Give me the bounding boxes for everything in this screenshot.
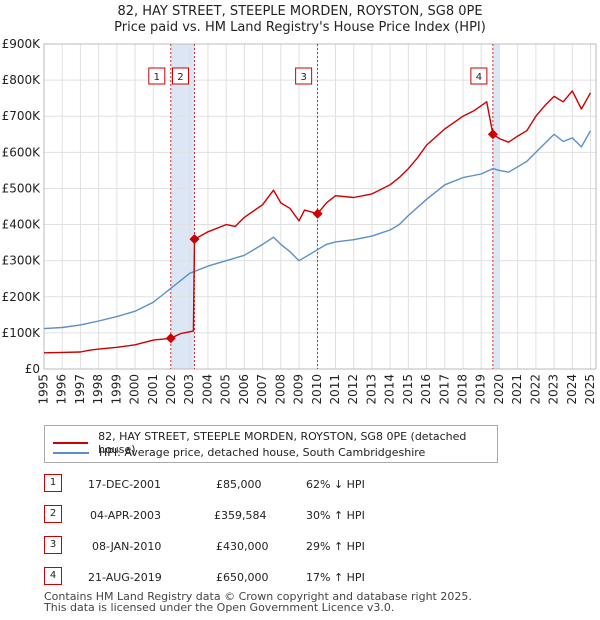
x-tick-label: 2001 (146, 374, 160, 405)
x-tick-label: 2023 (547, 374, 561, 405)
shaded-range (170, 44, 195, 369)
x-tick-label: 2008 (273, 374, 287, 405)
y-tick-label: £900K (2, 37, 42, 51)
x-tick-label: 2003 (182, 374, 196, 405)
sale-number-box (295, 67, 313, 85)
footer-licence: This data is licensed under the Open Gov… (44, 601, 395, 614)
x-tick-label: 2007 (255, 374, 269, 405)
sale-price: £650,000 (216, 571, 269, 584)
sale-hpi-diff: 62% ↓ HPI (306, 478, 365, 491)
shaded-range (492, 44, 500, 369)
x-tick-label: 2005 (219, 374, 233, 405)
sale-badge: 3 (44, 536, 62, 554)
chart-title: 82, HAY STREET, STEEPLE MORDEN, ROYSTON,… (117, 4, 483, 19)
sale-point (487, 129, 498, 140)
x-tick-label: 1995 (37, 374, 51, 405)
sale-number-box (171, 67, 189, 85)
sale-hpi-diff: 29% ↑ HPI (306, 540, 365, 553)
x-tick-label: 2006 (237, 374, 251, 405)
x-tick-label: 2025 (583, 374, 597, 405)
x-tick-label: 2021 (510, 374, 524, 405)
sale-row: 2 04-APR-2003 £359,584 30% ↑ HPI (44, 505, 464, 525)
sale-price: £85,000 (216, 478, 262, 491)
legend-swatch-price (53, 442, 89, 444)
y-tick-label: £600K (2, 145, 42, 159)
sale-row: 4 21-AUG-2019 £650,000 17% ↑ HPI (44, 567, 464, 587)
x-tick-label: 1999 (109, 374, 123, 405)
footer-copyright: Contains HM Land Registry data © Crown c… (44, 590, 472, 603)
y-tick-label: £400K (2, 218, 42, 232)
x-tick-label: 1998 (91, 374, 105, 405)
y-tick-label: £100K (2, 326, 42, 340)
x-tick-label: 2018 (456, 374, 470, 405)
plot-area (44, 44, 596, 369)
x-tick-label: 2014 (383, 374, 397, 405)
series-line-hpi (43, 130, 592, 330)
sale-date: 08-JAN-2010 (92, 540, 162, 553)
legend-label-hpi: HPI: Average price, detached house, Sout… (99, 446, 426, 459)
y-tick-label: £300K (2, 254, 42, 268)
x-tick-label: 2020 (492, 374, 506, 405)
x-tick-label: 2017 (437, 374, 451, 405)
sale-hpi-diff: 17% ↑ HPI (306, 571, 365, 584)
x-tick-label: 2013 (364, 374, 378, 405)
y-tick-label: £800K (2, 73, 42, 87)
sale-number-label: 3 (300, 72, 306, 83)
legend-item-hpi: HPI: Average price, detached house, Sout… (53, 446, 425, 459)
sale-price: £359,584 (214, 509, 267, 522)
x-tick-label: 2024 (565, 374, 579, 405)
x-tick-label: 2012 (346, 374, 360, 405)
y-tick-label: £700K (2, 109, 42, 123)
legend: 82, HAY STREET, STEEPLE MORDEN, ROYSTON,… (44, 425, 498, 463)
x-tick-label: 2016 (419, 374, 433, 405)
sale-point (165, 333, 176, 344)
sale-number-box (470, 67, 488, 85)
x-tick-label: 2002 (164, 374, 178, 405)
sale-point (312, 208, 323, 219)
sale-date: 04-APR-2003 (90, 509, 162, 522)
sale-price: £430,000 (216, 540, 269, 553)
sale-row: 3 08-JAN-2010 £430,000 29% ↑ HPI (44, 536, 464, 556)
x-tick-label: 2022 (528, 374, 542, 405)
legend-label-price: 82, HAY STREET, STEEPLE MORDEN, ROYSTON,… (98, 430, 467, 456)
sale-badge: 1 (44, 474, 62, 492)
plot-frame (43, 43, 597, 370)
legend-swatch-hpi (53, 451, 89, 454)
sale-row: 1 17-DEC-2001 £85,000 62% ↓ HPI (44, 474, 464, 494)
x-tick-label: 2019 (474, 374, 488, 405)
y-tick-label: £500K (2, 181, 42, 195)
sale-date: 21-AUG-2019 (88, 571, 162, 584)
x-tick-label: 2010 (310, 374, 324, 405)
footer: Contains HM Land Registry data © Crown c… (44, 591, 472, 613)
x-tick-label: 1997 (73, 374, 87, 405)
x-tick-label: 2009 (292, 374, 306, 405)
price-chart: £0 £100K £200K £300K £400K £500K £600K £700K £80… (2, 37, 597, 405)
x-tick-label: 2011 (328, 374, 342, 405)
sale-hpi-diff: 30% ↑ HPI (306, 509, 365, 522)
sale-point (189, 234, 200, 245)
chart-subtitle: Price paid vs. HM Land Registry's House … (114, 20, 486, 35)
y-tick-label: £200K (2, 290, 42, 304)
y-tick-label: £0 (25, 362, 40, 376)
sale-number-label: 2 (177, 72, 183, 83)
sale-number-box (148, 67, 166, 85)
sale-number-label: 1 (154, 72, 160, 83)
sale-badge: 4 (44, 567, 62, 585)
x-tick-label: 2015 (401, 374, 415, 405)
x-tick-label: 2000 (128, 374, 142, 405)
sale-badge: 2 (44, 505, 62, 523)
legend-item-price: 82, HAY STREET, STEEPLE MORDEN, ROYSTON,… (53, 430, 497, 456)
sale-date: 17-DEC-2001 (88, 478, 162, 491)
x-tick-label: 2004 (200, 374, 214, 405)
x-tick-label: 1996 (55, 374, 69, 405)
sale-number-label: 4 (476, 72, 482, 83)
